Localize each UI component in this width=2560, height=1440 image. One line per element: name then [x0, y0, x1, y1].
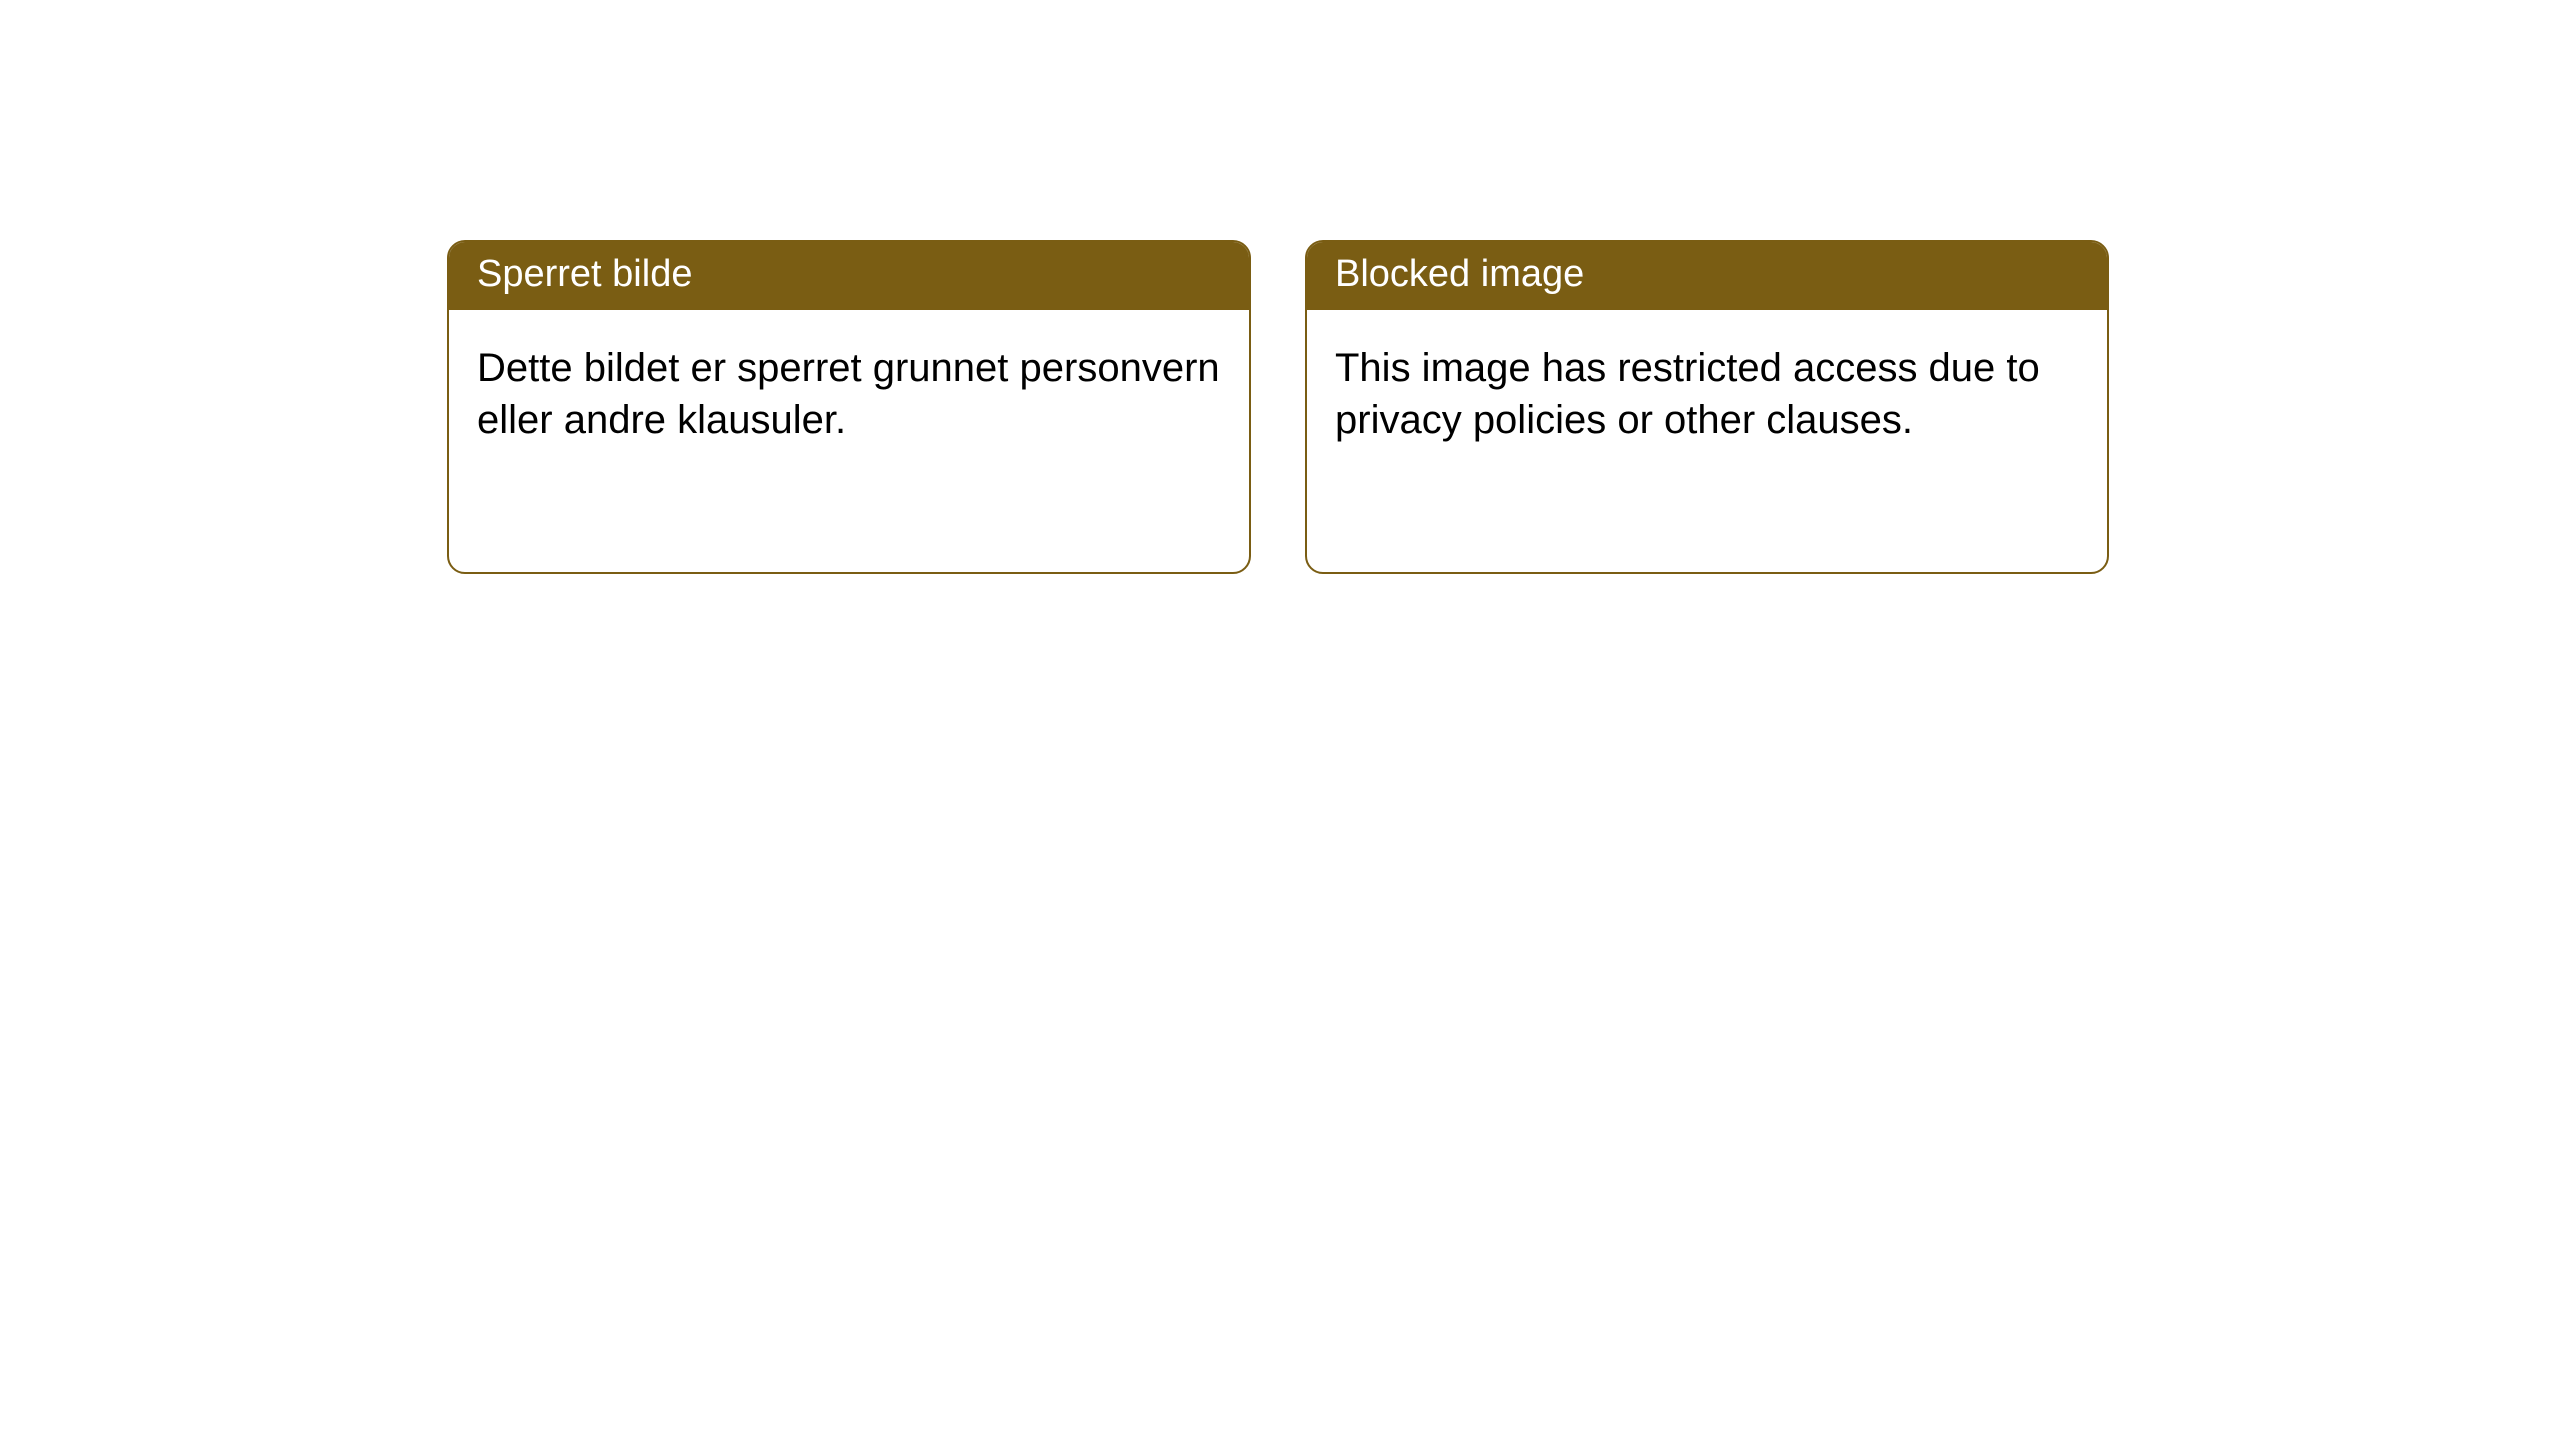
notice-header: Sperret bilde — [449, 242, 1249, 310]
notice-body: Dette bildet er sperret grunnet personve… — [449, 310, 1249, 478]
notice-body: This image has restricted access due to … — [1307, 310, 2107, 478]
notice-card-english: Blocked image This image has restricted … — [1305, 240, 2109, 574]
notice-card-norwegian: Sperret bilde Dette bildet er sperret gr… — [447, 240, 1251, 574]
notice-header: Blocked image — [1307, 242, 2107, 310]
notice-container: Sperret bilde Dette bildet er sperret gr… — [0, 0, 2560, 574]
